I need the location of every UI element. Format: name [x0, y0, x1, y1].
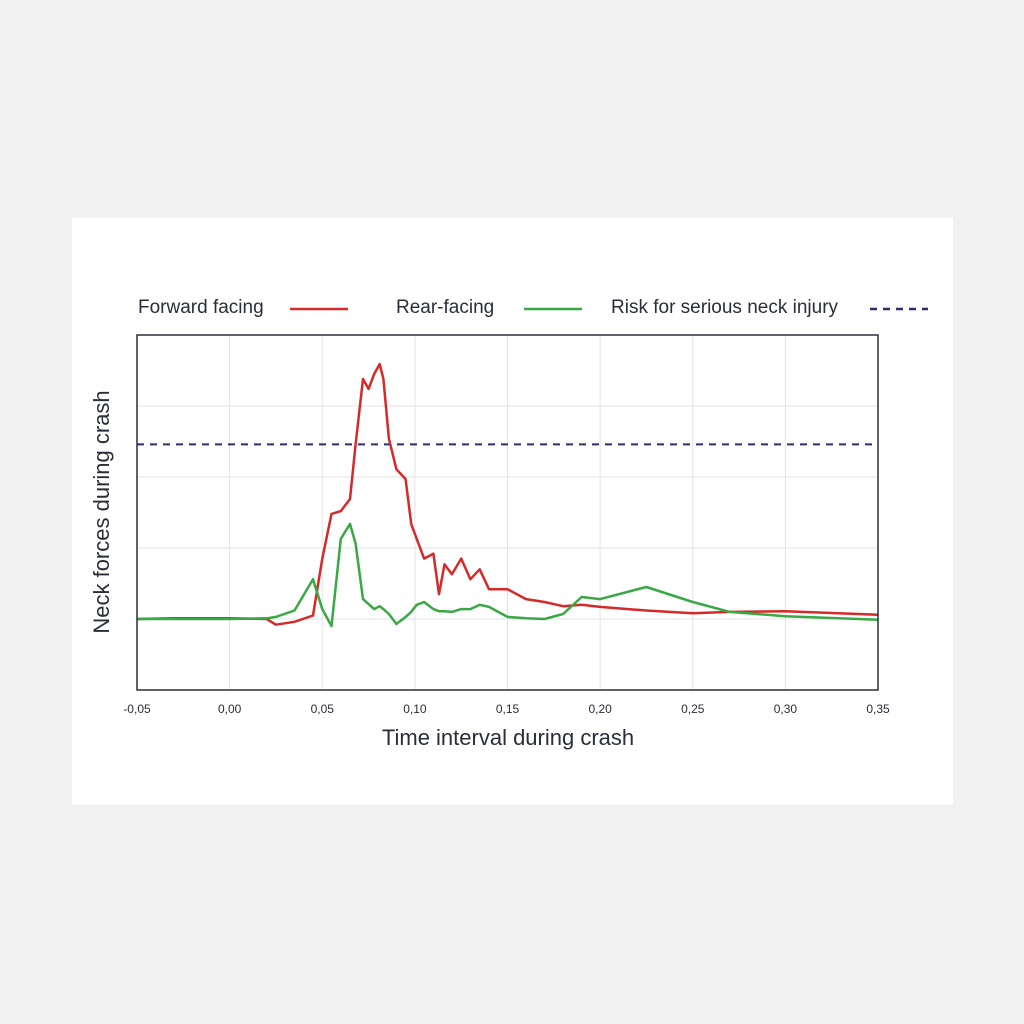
- legend-label: Forward facing: [138, 297, 264, 318]
- x-tick-label: 0,30: [774, 702, 798, 716]
- x-tick-label: 0,35: [866, 702, 890, 716]
- y-axis-title: Neck forces during crash: [89, 390, 114, 633]
- x-tick-label: 0,20: [588, 702, 612, 716]
- x-tick-label: 0,25: [681, 702, 705, 716]
- x-tick-label: -0,05: [123, 702, 151, 716]
- x-tick-label: 0,05: [311, 702, 335, 716]
- x-tick-label: 0,10: [403, 702, 427, 716]
- x-tick-label: 0,15: [496, 702, 520, 716]
- legend-label: Risk for serious neck injury: [611, 297, 839, 318]
- x-tick-label: 0,00: [218, 702, 242, 716]
- legend-label: Rear-facing: [396, 297, 494, 318]
- card: [72, 218, 953, 805]
- series-line: [136, 362, 879, 626]
- plot-frame: [136, 334, 879, 691]
- series-line: [137, 522, 879, 628]
- x-axis-title: Time interval during crash: [382, 725, 634, 750]
